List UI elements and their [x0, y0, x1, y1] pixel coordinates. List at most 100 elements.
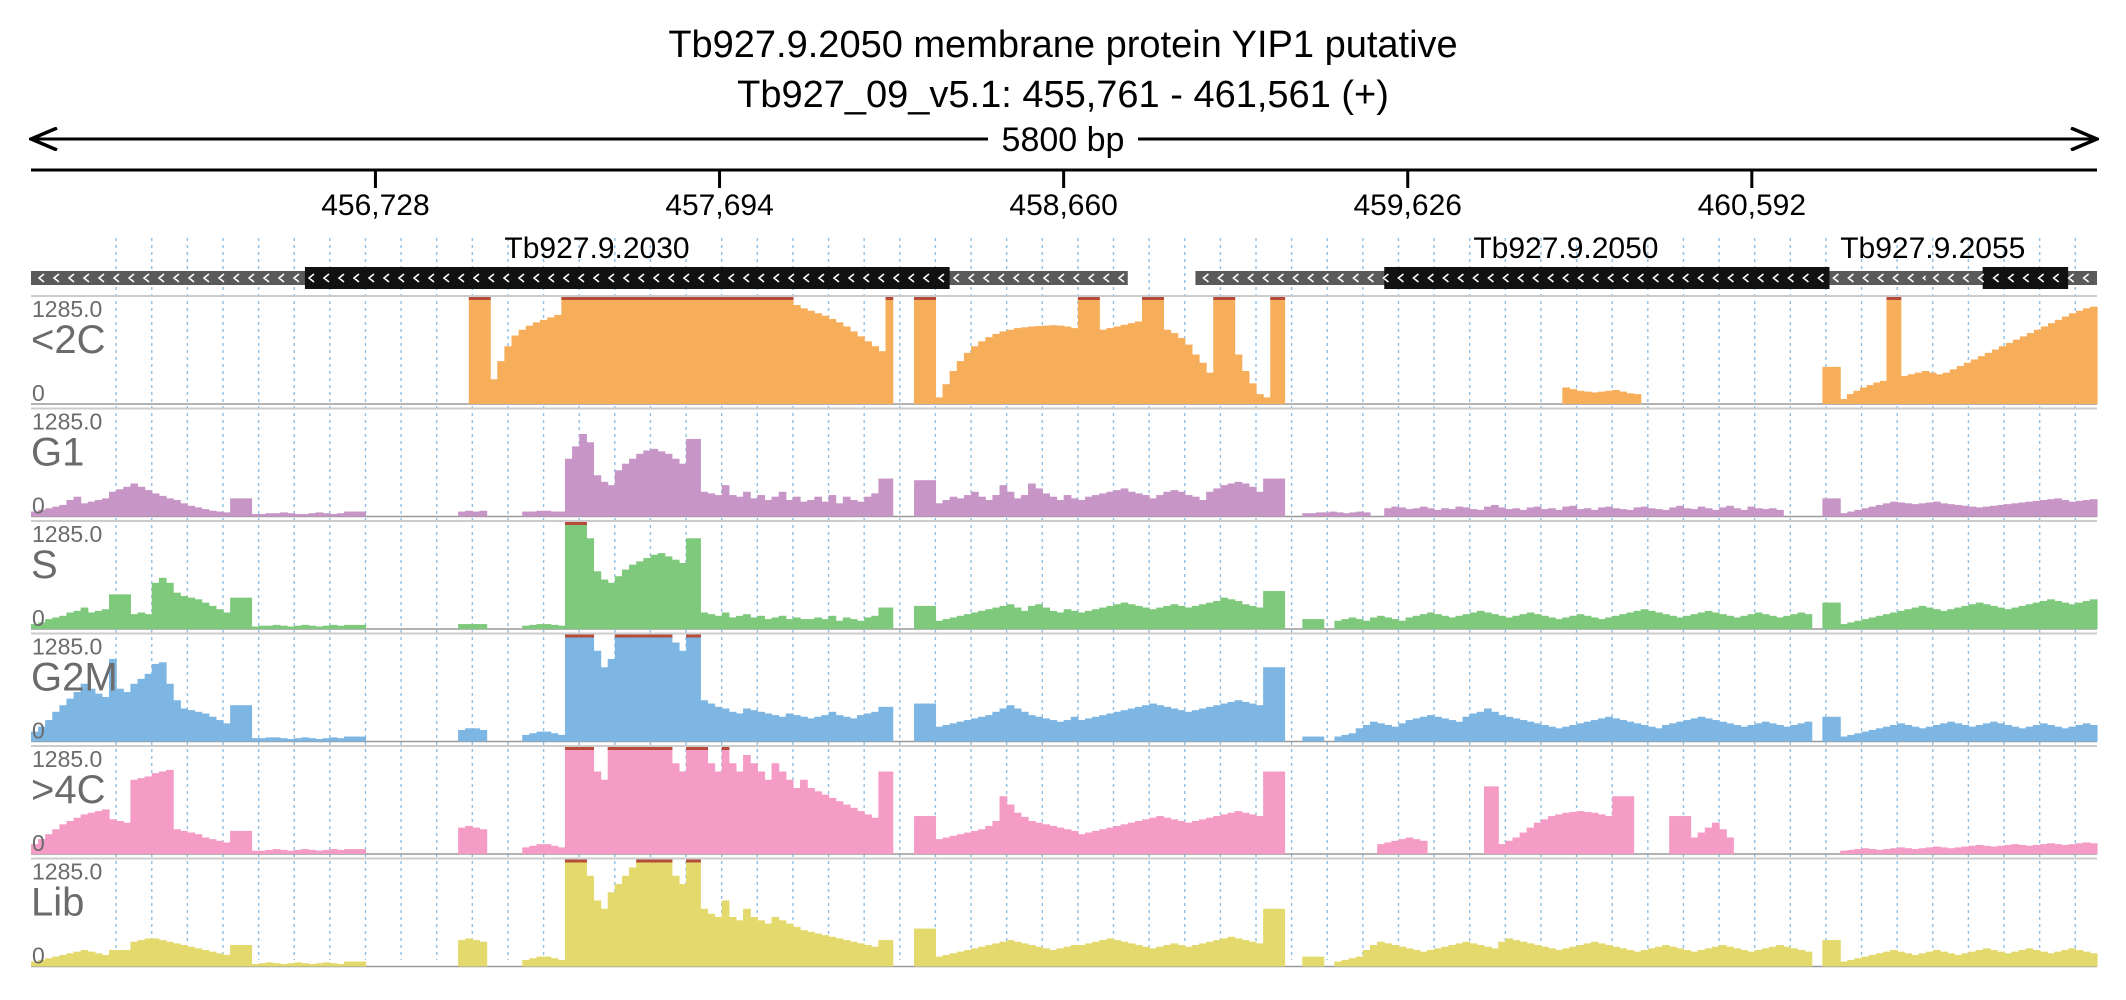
coverage-bar-2-24-21 — [1989, 605, 1998, 629]
coverage-bar-2-22-41 — [1626, 612, 1635, 629]
coverage-bar-1-4-12 — [336, 513, 345, 517]
coverage-bar-4-11-0 — [650, 748, 659, 854]
coverage-bar-2-13-13 — [792, 617, 801, 629]
coverage-bar-1-24-9 — [1904, 503, 1913, 517]
coverage-bar-1-24-0 — [1840, 513, 1848, 517]
coverage-bar-5-23-0 — [1822, 940, 1832, 967]
coverage-bar-1-2-7 — [201, 509, 210, 517]
coverage-bar-2-17-10 — [1006, 604, 1015, 629]
coverage-bar-1-22-16 — [1761, 509, 1770, 517]
coverage-bar-1-12-2 — [714, 495, 723, 517]
coverage-bar-3-8-5 — [557, 734, 566, 742]
coverage-bar-5-19-6 — [1227, 936, 1236, 967]
coverage-bar-1-21-11 — [1462, 507, 1471, 517]
coverage-bar-4-14-6 — [849, 807, 858, 854]
coverage-bar-1-22-2 — [1662, 509, 1670, 517]
clip-marker-4-9-2 — [579, 747, 587, 750]
coverage-bar-3-22-50 — [1690, 718, 1699, 742]
coverage-bar-3-22-3 — [1355, 728, 1364, 742]
coverage-bar-0-16-2 — [1853, 390, 1861, 404]
coverage-bar-2-24-25 — [2018, 605, 2027, 629]
coverage-bar-2-7-2 — [472, 624, 481, 629]
coverage-bar-1-21-1 — [1391, 506, 1400, 517]
coverage-bar-1-21-7 — [1434, 509, 1442, 517]
coverage-bar-2-13-14 — [800, 619, 808, 629]
coverage-bar-3-10-3 — [614, 635, 623, 742]
coverage-bar-2-10-6 — [636, 561, 644, 629]
coverage-bar-2-5-12 — [336, 625, 345, 629]
coverage-bar-1-4-0 — [251, 514, 260, 517]
coverage-bar-2-24-31 — [2061, 602, 2070, 629]
coverage-bar-4-5-5 — [287, 850, 295, 854]
coverage-bar-1-16-17 — [1056, 500, 1065, 517]
coverage-bar-2-8-4 — [550, 624, 559, 629]
coverage-bar-3-10-6 — [636, 635, 644, 742]
coverage-bar-2-24-13 — [1932, 609, 1941, 629]
coverage-bar-3-0-4 — [59, 705, 68, 742]
coverage-bar-3-24-29 — [2047, 725, 2055, 742]
coverage-bar-1-3-0 — [230, 498, 238, 517]
coverage-bar-5-0-2 — [45, 958, 53, 967]
coverage-bar-0-18-12 — [1984, 352, 1993, 404]
coverage-bar-5-13-12 — [785, 923, 794, 967]
coverage-bar-2-22-33 — [1569, 615, 1578, 629]
coverage-bar-1-4-11 — [329, 514, 338, 517]
coverage-bar-4-27-1 — [1847, 849, 1856, 854]
coverage-bar-2-22-16 — [1448, 617, 1457, 629]
coverage-bar-4-23-7 — [1548, 816, 1556, 854]
coverage-bar-5-14-6 — [849, 941, 858, 967]
coverage-bar-0-5-0 — [914, 298, 937, 404]
coverage-bar-5-19-8 — [1241, 940, 1250, 967]
coverage-bar-1-21-12 — [1469, 509, 1478, 517]
coverage-bar-4-0-2 — [45, 834, 53, 854]
coverage-bar-1-17-10 — [1149, 498, 1157, 517]
coverage-bar-2-13-12 — [785, 619, 794, 629]
coverage-bar-5-1-2 — [123, 950, 131, 967]
coverage-bar-2-14-2 — [821, 619, 830, 629]
coverage-bar-5-14-4 — [835, 938, 844, 967]
coverage-bar-2-13-11 — [778, 615, 787, 629]
coverage-bar-1-2-6 — [194, 507, 203, 517]
coverage-bar-5-24-34 — [2082, 951, 2091, 967]
coverage-bar-2-0-5 — [66, 612, 75, 629]
coverage-bar-3-20-0 — [1263, 667, 1271, 742]
coverage-bar-3-24-22 — [1997, 723, 2005, 742]
coverage-bar-4-5-6 — [294, 849, 302, 854]
coverage-bar-3-3-0 — [151, 663, 160, 742]
coverage-bar-0-6-9 — [999, 331, 1008, 404]
coverage-bar-4-12-1 — [693, 748, 701, 854]
coverage-bar-3-3-7 — [201, 713, 210, 742]
coverage-bar-3-22-5 — [1369, 721, 1378, 742]
coverage-bar-1-16-13 — [1028, 483, 1036, 517]
coverage-bar-5-13-10 — [771, 917, 780, 967]
coverage-bar-1-22-12 — [1733, 508, 1742, 517]
coverage-bar-5-22-21 — [1483, 946, 1492, 967]
coverage-bar-5-14-7 — [857, 943, 865, 967]
coverage-bar-1-20-3 — [1322, 512, 1330, 517]
coverage-bar-2-22-47 — [1669, 615, 1677, 629]
coverage-bar-5-23-1 — [1831, 940, 1841, 967]
coverage-bar-1-22-15 — [1754, 508, 1763, 517]
coverage-bar-0-3-2 — [807, 310, 815, 404]
coverage-bar-3-13-7 — [750, 710, 758, 742]
coverage-bar-5-24-19 — [1975, 950, 1984, 967]
coverage-bar-5-19-7 — [1234, 938, 1243, 967]
coverage-bar-3-24-13 — [1932, 725, 1941, 742]
coverage-bar-3-18-7 — [1127, 708, 1136, 742]
coverage-bar-1-13-6 — [849, 500, 858, 517]
coverage-bar-2-17-16 — [1049, 610, 1058, 629]
coverage-bar-3-24-24 — [2011, 726, 2020, 742]
coverage-bar-5-24-2 — [1854, 958, 1863, 967]
coverage-bar-2-8-1 — [529, 624, 538, 629]
coverage-bar-0-2-0 — [561, 298, 794, 404]
coverage-bar-1-12-1 — [707, 493, 716, 517]
coverage-bar-3-24-26 — [2025, 726, 2034, 742]
coverage-bar-5-0-5 — [66, 953, 75, 967]
coverage-bar-5-17-12 — [1020, 943, 1029, 967]
coverage-bar-2-22-8 — [1391, 619, 1400, 629]
coverage-bar-4-3-3 — [173, 829, 181, 854]
coverage-bar-3-24-7 — [1890, 725, 1898, 742]
coverage-bar-3-5-8 — [308, 738, 317, 742]
coverage-bar-1-24-5 — [1875, 504, 1884, 517]
coverage-bar-3-24-34 — [2082, 723, 2091, 742]
